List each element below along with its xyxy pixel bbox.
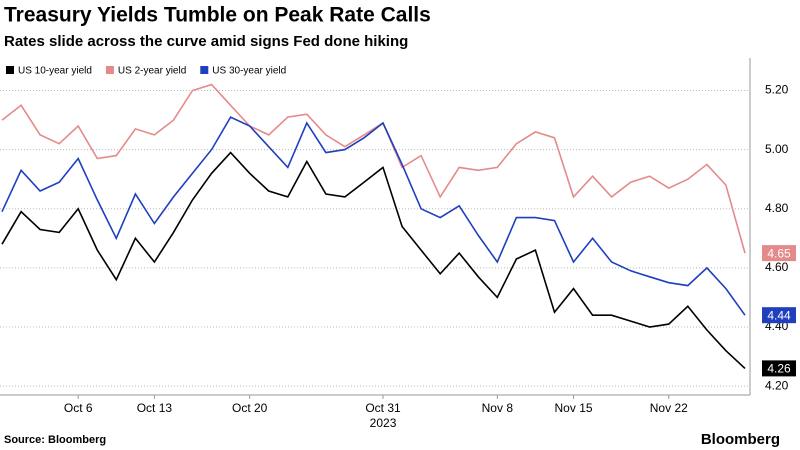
y-tick-label: 5.00 — [765, 142, 789, 156]
brand: Bloomberg — [701, 431, 780, 448]
source: Source: Bloomberg — [4, 434, 106, 446]
x-tick-label: Nov 15 — [555, 401, 593, 415]
x-sublabel: 2023 — [370, 416, 397, 430]
x-tick-label: Oct 20 — [232, 401, 268, 415]
x-tick-label: Oct 31 — [365, 401, 401, 415]
line-series — [1, 83, 746, 254]
end-label-box — [762, 307, 796, 324]
legend-label: US 30-year yield — [212, 66, 286, 77]
end-label: 4.65 — [767, 246, 791, 260]
legend-label: US 10-year yield — [18, 66, 92, 77]
x-tick-label: Nov 8 — [482, 401, 514, 415]
legend-swatch — [105, 66, 114, 74]
line-series — [1, 116, 746, 316]
y-tick-label: 4.80 — [765, 201, 789, 215]
x-tick-label: Oct 13 — [137, 401, 173, 415]
legend-swatch — [200, 66, 209, 74]
x-tick-label: Nov 22 — [650, 401, 688, 415]
y-tick-label: 5.20 — [765, 83, 789, 97]
legend-swatch — [6, 66, 14, 74]
end-label: 4.44 — [767, 308, 791, 322]
y-tick-label: 4.60 — [765, 260, 789, 274]
end-label-box — [762, 245, 796, 262]
end-label: 4.26 — [767, 362, 791, 376]
end-label-box — [762, 360, 796, 377]
chart-subtitle: Rates slide across the curve amid signs … — [4, 33, 408, 50]
chart-title: Treasury Yields Tumble on Peak Rate Call… — [4, 4, 431, 27]
y-tick-label: 4.20 — [765, 378, 789, 392]
legend-label: US 2-year yield — [118, 66, 186, 77]
x-tick-label: Oct 6 — [64, 401, 93, 415]
line-series — [1, 151, 746, 369]
